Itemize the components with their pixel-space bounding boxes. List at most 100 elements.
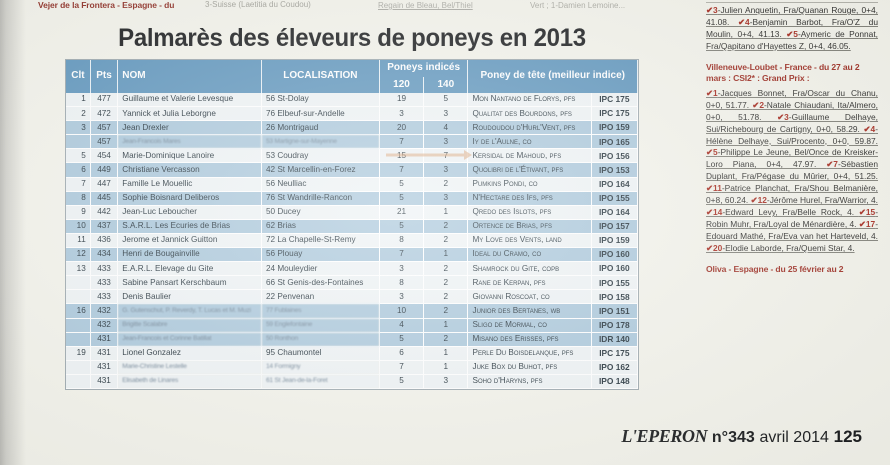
cell-points: 431	[90, 374, 119, 389]
cell-points: 454	[90, 148, 119, 164]
cell-rank: 11	[66, 233, 91, 249]
sidebar-heading-oliva: Oliva - Espagne - du 25 février au 2	[706, 263, 844, 274]
cell-indexed-120: 3	[379, 289, 425, 305]
cell-indexed-140: 2	[423, 219, 469, 234]
cell-index-value: IPO 151	[591, 303, 639, 319]
cell-lead-pony: Sligo de Mormal, co	[467, 318, 592, 333]
table-row: 9 442 Jean-Luc Leboucher 50 Ducey 21 1 Qredo d…	[66, 205, 639, 220]
cell-name: Marie-Christine Lestelle	[117, 360, 262, 375]
table-row: 6 449 Christiane Vercasson 42 St Marcellin-…	[66, 162, 639, 178]
cell-name: G. Gutenschut, P. Reverdy, T. Lucas et M…	[117, 303, 262, 319]
cell-indexed-120: 7	[379, 134, 425, 150]
cell-index-value: IPO 158	[591, 289, 639, 305]
previous-article-fragment-2: Regain de Bleau, Bel/Thiel	[378, 1, 473, 10]
page-footer: L'EPERON n°343 avril 2014 125	[621, 426, 862, 447]
table-row: 433 Sabine Pansart Kerschbaum 66 St Genis-…	[66, 275, 639, 291]
cell-name: Lionel Gonzalez	[117, 346, 262, 361]
col-header-rank: Clt	[66, 60, 91, 93]
cell-index-value: IPC 175	[591, 93, 639, 108]
cell-indexed-120: 5	[379, 219, 425, 234]
cell-name: E.A.R.L. Elevage du Gite	[117, 261, 262, 277]
cell-indexed-120: 6	[379, 346, 425, 361]
sidebar-heading-villeneuve-loubet: Villeneuve-Loubet - France - du 27 au 2 …	[706, 61, 860, 84]
cell-lead-pony: Juke Box du Buhot, pfs	[467, 360, 592, 375]
table-row: 431 Elisabeth de Linares 61 St Jean-de-la-…	[66, 374, 639, 389]
cell-location: 53 Coudray	[261, 148, 380, 164]
cell-indexed-140: 1	[423, 247, 469, 263]
cell-lead-pony: Rane de Kerpan, pfs	[467, 275, 592, 291]
table-row: 12 434 Henri de Bougainville 56 Plouay 7 1 Ide…	[66, 247, 639, 263]
cell-indexed-120: 3	[379, 106, 425, 122]
cell-rank: 19	[66, 346, 91, 361]
cell-indexed-120: 19	[379, 93, 425, 108]
cell-name: Henri de Bougainville	[117, 247, 262, 263]
cell-indexed-140: 1	[423, 360, 469, 375]
table-row: 10 437 S.A.R.L. Les Ecuries de Brias 62 Bri…	[66, 219, 639, 234]
cell-index-value: IPO 160	[591, 247, 639, 263]
cell-lead-pony: N'Hectare des Ifs, pfs	[467, 191, 592, 206]
cell-name: Jean-Francois et Corinne Batillat	[117, 332, 262, 347]
cell-rank: 1	[66, 93, 91, 108]
cell-lead-pony: Mon Nantano de Florys, pfs	[467, 93, 592, 108]
cell-lead-pony: Soho d'Haryns, pfs	[467, 374, 592, 389]
cell-location: 56 Plouay	[261, 247, 380, 263]
cell-location: 61 St Jean-de-la-Foret	[261, 374, 380, 389]
cell-location: 22 Penvenan	[261, 289, 380, 305]
cell-index-value: IPO 156	[591, 148, 639, 164]
cell-indexed-120: 7	[379, 247, 425, 263]
cell-location: 50 Ronthon	[261, 332, 380, 347]
cell-indexed-120: 7	[379, 162, 425, 178]
cell-indexed-140: 5	[423, 93, 469, 108]
cell-points: 432	[90, 303, 119, 319]
cell-name: Elisabeth de Linares	[117, 374, 262, 389]
cell-points: 434	[90, 247, 119, 263]
issue-date: avril 2014	[759, 429, 829, 446]
cell-location: 53 Martigne-sur-Mayenne	[261, 134, 380, 150]
cell-indexed-140: 1	[423, 318, 469, 333]
cell-indexed-140: 2	[423, 275, 469, 291]
results-sidebar-column: ✔3-Julien Anquetin, Fra/Quanan Rouge, 0+…	[706, 2, 878, 414]
cell-lead-pony: Qualitat des Bourdons, pfs	[467, 106, 592, 122]
cell-indexed-140: 2	[423, 332, 469, 347]
cell-location: 42 St Marcellin-en-Forez	[261, 162, 380, 178]
cell-name: Famille Le Mouellic	[117, 177, 262, 192]
table-row: 433 Denis Baulier 22 Penvenan 3 2 Giovanni Ro…	[66, 289, 639, 305]
table-row: 11 436 Jerome et Jannick Guitton 72 La Chap…	[66, 233, 639, 249]
cell-name: Marie-Dominique Lanoire	[117, 148, 262, 164]
cell-index-value: IPO 164	[591, 177, 639, 192]
top-cutoff-strip: Vejer de la Frontera - Espagne - du 3-Su…	[0, 0, 890, 16]
col-header-indexed-140: 140	[423, 76, 469, 93]
table-header-row: Clt Pts NOM LOCALISATION Poneys indicés …	[66, 60, 638, 93]
sidebar-paragraph-top: ✔3-Julien Anquetin, Fra/Quanan Rouge, 0+…	[706, 5, 878, 51]
cell-lead-pony: Pumkins Pondi, co	[467, 177, 592, 192]
cell-points: 447	[90, 177, 119, 192]
cell-rank: 16	[66, 303, 91, 319]
cell-indexed-140: 2	[423, 177, 469, 192]
cell-points: 433	[90, 261, 119, 277]
cell-indexed-120: 5	[379, 191, 425, 206]
cell-name: Guillaume et Valerie Levesque	[117, 93, 262, 108]
cell-index-value: IPO 160	[591, 261, 639, 277]
cell-lead-pony: Qredo des Islots, pfs	[467, 205, 592, 220]
cell-lead-pony: Misano des Erisses, pfs	[467, 332, 592, 347]
cell-indexed-140: 2	[423, 233, 469, 249]
cell-name: Jean Drexler	[117, 120, 262, 136]
page-number: 125	[833, 427, 862, 446]
cell-indexed-120: 20	[379, 120, 425, 136]
cell-name: Sabine Pansart Kerschbaum	[117, 275, 262, 291]
cell-lead-pony: Junior des Bertanes, wb	[467, 303, 592, 319]
breeders-ranking-table: Clt Pts NOM LOCALISATION Poneys indicés …	[66, 60, 639, 389]
cell-indexed-140: 3	[423, 374, 469, 389]
cell-lead-pony: Quolibri de l'Étivant, pfs	[467, 162, 592, 178]
cell-indexed-140: 3	[423, 162, 469, 178]
cell-lead-pony: Ideal du Cramo, co	[467, 247, 592, 263]
table-body: 1 477 Guillaume et Valerie Levesque 56 St-D…	[66, 93, 639, 389]
cell-location: 77 Fublaines	[261, 303, 380, 319]
cell-name: Jean-Francois Mares	[117, 134, 262, 150]
cell-index-value: IPO 153	[591, 162, 639, 178]
table-row: 13 433 E.A.R.L. Elevage du Gite 24 Mouleydi…	[66, 261, 639, 277]
cell-indexed-120: 8	[379, 275, 425, 291]
cell-name: Christiane Vercasson	[117, 162, 262, 178]
cell-index-value: IPC 175	[591, 346, 639, 361]
